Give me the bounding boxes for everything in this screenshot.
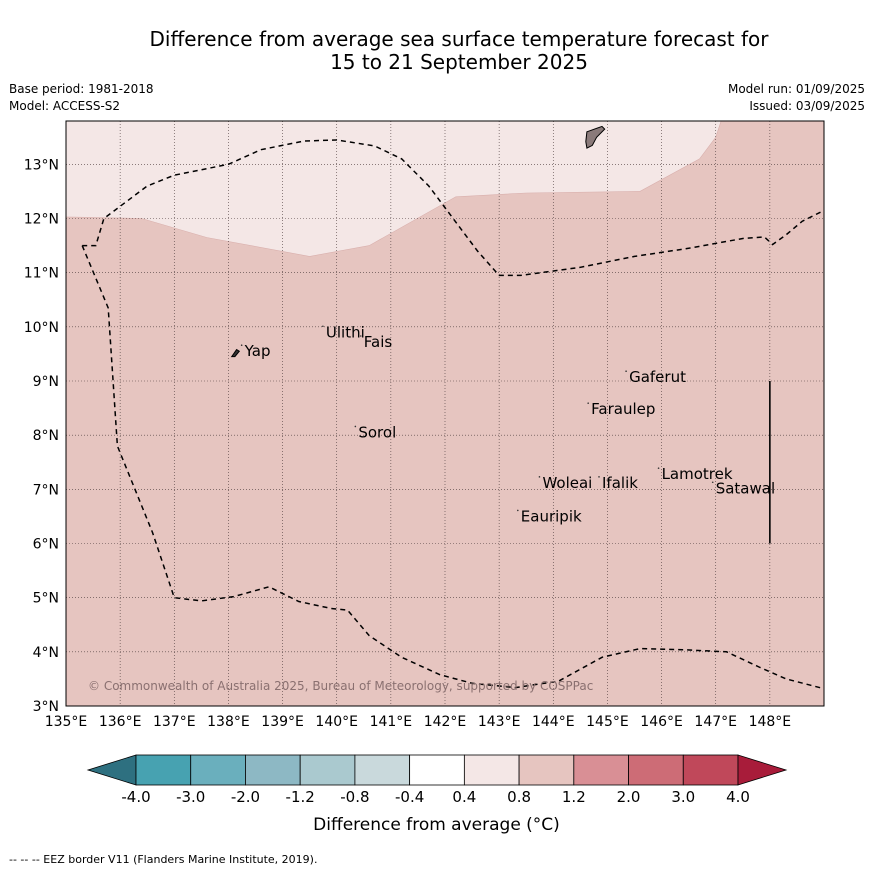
longitude-tick-label: 144°E [532, 714, 575, 730]
meta-right: Model run: 01/09/2025 Issued: 03/09/2025 [728, 81, 865, 115]
colorbar-box [463, 754, 520, 786]
latitude-tick-label: 4°N [33, 645, 59, 661]
colorbar-box [245, 754, 301, 786]
longitude-tick-label: 148°E [749, 714, 792, 730]
colorbar-tick-label: 2.0 [616, 788, 641, 806]
eez-border-north [82, 139, 825, 277]
latitude-tick-label: 10°N [24, 320, 59, 336]
colorbar-tick-label: 4.0 [726, 788, 750, 806]
place-marker [598, 476, 600, 478]
place-marker [711, 481, 714, 484]
eez-legend: -- -- -- EEZ border V11 (Flanders Marine… [9, 853, 318, 866]
place-marker [359, 335, 362, 337]
colorbar-extend-low [86, 754, 137, 786]
colorbar-tick-label: -2.0 [230, 788, 261, 806]
colorbar-tick-label: 0.4 [452, 788, 477, 806]
place-marker [517, 509, 519, 512]
longitude-tick-label: 138°E [207, 714, 250, 730]
colorbar-tick-label: 1.2 [561, 788, 586, 806]
eez-border-south [81, 245, 825, 690]
colorbar-box [354, 754, 411, 786]
latitude-tick-label: 9°N [33, 374, 59, 390]
longitude-tick-label: 146°E [640, 714, 683, 730]
place-label: Sorol [358, 423, 396, 441]
colorbar-tick-label: -0.4 [394, 788, 425, 806]
longitude-tick-label: 137°E [153, 714, 196, 730]
place-label: Satawal [716, 479, 775, 497]
colorbar-box [573, 754, 629, 786]
longitude-tick-label: 147°E [694, 714, 737, 730]
model-name: Model: ACCESS-S2 [9, 99, 121, 113]
longitude-tick-label: 142°E [424, 714, 467, 730]
colorbar-box [299, 754, 356, 786]
colorbar-box [190, 754, 246, 786]
place-label: Fais [364, 333, 393, 351]
place-marker [625, 370, 627, 373]
latitude-tick-label: 3°N [33, 699, 59, 715]
place-marker [538, 476, 541, 478]
longitude-tick-label: 136°E [99, 714, 142, 730]
place-marker [657, 467, 660, 469]
colorbar-box [135, 754, 192, 786]
colorbar-box [628, 754, 684, 786]
place-marker [354, 425, 357, 428]
place-marker [322, 325, 324, 328]
place-label: Ifalik [602, 474, 638, 492]
map-title: Difference from average sea surface temp… [65, 28, 853, 74]
guam-island [585, 125, 606, 149]
longitude-tick-label: 143°E [478, 714, 521, 730]
latitude-tick-label: 12°N [24, 212, 59, 228]
colorbar-tick-label: -3.0 [176, 788, 206, 806]
place-label: Yap [244, 342, 271, 360]
colorbar-tick-label: -4.0 [121, 788, 151, 806]
colorbar-title: Difference from average (°C) [313, 815, 560, 835]
place-label: Ulithi [326, 323, 365, 341]
longitude-tick-label: 145°E [586, 714, 629, 730]
copyright-note: © Commonwealth of Australia 2025, Bureau… [88, 679, 593, 693]
colorbar-tick-label: -1.2 [285, 788, 315, 806]
longitude-tick-label: 140°E [315, 714, 358, 730]
place-label: Lamotrek [662, 465, 733, 483]
colorbar-tick-label: -0.8 [340, 788, 370, 806]
latitude-tick-label: 13°N [24, 157, 59, 173]
latitude-tick-label: 5°N [33, 591, 59, 607]
colorbar-extend-high [737, 754, 788, 786]
place-label: Gaferut [629, 368, 686, 386]
yap-island [230, 348, 241, 358]
model-run: Model run: 01/09/2025 [727, 82, 865, 96]
latitude-tick-label: 11°N [24, 266, 59, 282]
latitude-tick-label: 7°N [33, 482, 59, 498]
colorbar-tick-label: 0.8 [507, 788, 532, 806]
meta-left: Base period: 1981-2018 Model: ACCESS-S2 [9, 81, 154, 115]
place-marker [240, 344, 243, 347]
longitude-tick-label: 141°E [370, 714, 413, 730]
title-line-1: Difference from average sea surface temp… [149, 27, 769, 51]
place-label: Woleai [542, 474, 592, 492]
place-label: Faraulep [591, 400, 655, 418]
colorbar-box [518, 754, 575, 786]
map-frame [65, 120, 825, 707]
colorbar-box [682, 754, 739, 786]
longitude-tick-label: 139°E [261, 714, 304, 730]
colorbar-box [409, 754, 465, 786]
place-marker [587, 402, 589, 404]
issued-date: Issued: 03/09/2025 [749, 99, 865, 113]
longitude-tick-label: 135°E [45, 714, 88, 730]
latitude-tick-label: 8°N [33, 428, 59, 444]
place-label: Eauripik [521, 507, 582, 525]
title-line-2: 15 to 21 September 2025 [330, 50, 588, 74]
latitude-tick-label: 6°N [33, 537, 59, 553]
base-period: Base period: 1981-2018 [9, 82, 154, 96]
colorbar-tick-label: 3.0 [671, 788, 696, 806]
